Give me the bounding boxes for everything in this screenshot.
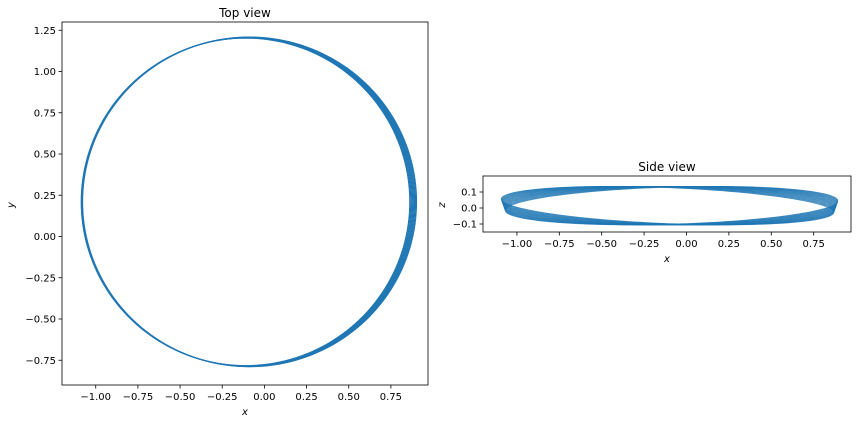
side-view-y-label: z (437, 202, 448, 209)
x-tick-label: 0.50 (338, 392, 360, 403)
orbit-loop (82, 36, 418, 368)
x-tick-label: 0.75 (803, 239, 825, 250)
orbit-loop (504, 185, 839, 226)
top-view-title: Top view (218, 6, 271, 20)
side-view-frame (482, 175, 852, 233)
top-view-axes: −1.00 −0.75 −0.50 −0.25 0.00 0.25 0.50 0.75 −0.… (6, 6, 429, 418)
side-view-y-ticks: −0.1 0.0 0.1 (453, 188, 483, 231)
top-view-y-ticks: −0.75 −0.50 −0.25 0.00 0.25 0.50 0.75 1.00 1.25 (25, 26, 62, 367)
y-tick-label: 0.75 (34, 108, 56, 119)
top-view-orbit-lines (80, 36, 418, 368)
y-tick-label: 0.25 (34, 191, 56, 202)
x-tick-label: −0.75 (123, 392, 154, 403)
x-tick-label: 0.00 (675, 239, 697, 250)
y-tick-label: 1.25 (34, 26, 56, 37)
x-tick-label: −0.25 (207, 392, 238, 403)
x-tick-label: −0.50 (165, 392, 196, 403)
y-tick-label: 1.00 (34, 67, 56, 78)
x-tick-label: −0.75 (544, 239, 575, 250)
x-tick-label: 0.00 (253, 392, 275, 403)
top-view-frame (61, 21, 429, 386)
x-tick-label: 0.25 (718, 239, 740, 250)
x-tick-label: −0.25 (629, 239, 660, 250)
top-view-x-ticks: −1.00 −0.75 −0.50 −0.25 0.00 0.25 0.50 0.75 (80, 385, 402, 403)
side-view-title: Side view (638, 160, 696, 174)
y-tick-label: −0.1 (453, 220, 477, 231)
side-view-axes: −1.00 −0.75 −0.50 −0.25 0.00 0.25 0.50 0.75 −0.… (437, 160, 852, 265)
y-tick-label: 0.00 (34, 232, 56, 243)
x-tick-label: 0.50 (760, 239, 782, 250)
y-tick-label: −0.50 (25, 315, 56, 326)
top-view-plot-area (62, 22, 428, 385)
x-tick-label: −1.00 (80, 392, 111, 403)
side-view-x-ticks: −1.00 −0.75 −0.50 −0.25 0.00 0.25 0.50 0.75 (502, 232, 825, 250)
x-tick-label: −1.00 (502, 239, 533, 250)
y-tick-label: −0.25 (25, 273, 56, 284)
side-view-x-label: x (663, 254, 670, 265)
y-tick-label: 0.50 (34, 150, 56, 161)
y-tick-label: −0.75 (25, 356, 56, 367)
x-tick-label: −0.50 (586, 239, 617, 250)
x-tick-label: 0.25 (295, 392, 317, 403)
y-tick-label: 0.1 (461, 188, 477, 199)
side-view-orbit-lines (500, 185, 839, 226)
x-tick-label: 0.75 (380, 392, 402, 403)
top-view-y-label: y (6, 201, 17, 209)
y-tick-label: 0.0 (461, 204, 477, 215)
top-view-x-label: x (241, 407, 248, 418)
